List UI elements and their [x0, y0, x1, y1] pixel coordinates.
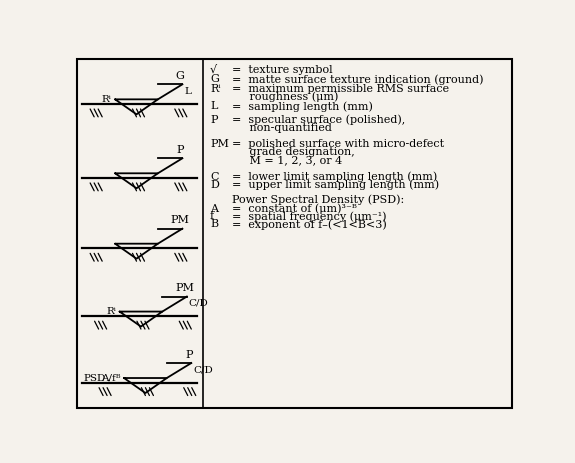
Text: =  upper limit sampling length (mm): = upper limit sampling length (mm): [232, 179, 439, 190]
Text: C/D: C/D: [189, 298, 208, 307]
Text: L: L: [184, 87, 191, 95]
Text: √: √: [210, 65, 217, 75]
Text: P: P: [177, 145, 184, 155]
Text: G: G: [210, 74, 219, 84]
Text: =  exponent of f–(<1<B<3): = exponent of f–(<1<B<3): [232, 219, 387, 229]
Text: PM: PM: [210, 139, 229, 149]
Text: G: G: [176, 71, 185, 81]
Text: PSD: PSD: [83, 373, 105, 382]
Text: P: P: [185, 349, 193, 359]
Text: =  polished surface with micro-defect: = polished surface with micro-defect: [232, 139, 444, 149]
Text: non-quantified: non-quantified: [232, 123, 332, 132]
Text: =  spatial frequency (μm⁻¹): = spatial frequency (μm⁻¹): [232, 211, 387, 221]
Text: Rⁱ: Rⁱ: [210, 83, 221, 94]
Text: =  maximum permissible RMS surface: = maximum permissible RMS surface: [232, 83, 450, 94]
Text: =  texture symbol: = texture symbol: [232, 65, 333, 75]
Text: =  specular surface (polished),: = specular surface (polished),: [232, 114, 405, 125]
Text: =  constant of (μm)³⁻ᴮ: = constant of (μm)³⁻ᴮ: [232, 203, 357, 213]
Text: =  sampling length (mm): = sampling length (mm): [232, 101, 373, 112]
Text: PM: PM: [175, 282, 194, 293]
Text: f: f: [210, 211, 214, 221]
Text: =  lower limit sampling length (mm): = lower limit sampling length (mm): [232, 171, 438, 182]
Text: grade designation,: grade designation,: [232, 147, 355, 157]
Text: M = 1, 2, 3, or 4: M = 1, 2, 3, or 4: [232, 155, 343, 165]
Text: A/fᴮ: A/fᴮ: [101, 373, 120, 382]
Text: Rⁱ: Rⁱ: [106, 307, 116, 316]
Text: C: C: [210, 172, 218, 182]
Text: C/D: C/D: [193, 365, 213, 374]
Text: A: A: [210, 203, 218, 213]
Text: L: L: [210, 101, 217, 111]
Text: Power Spectral Density (PSD):: Power Spectral Density (PSD):: [232, 194, 405, 204]
Text: Rⁱ: Rⁱ: [102, 95, 112, 104]
Text: roughness (μm): roughness (μm): [232, 91, 339, 101]
Text: B: B: [210, 219, 218, 229]
Text: D: D: [210, 180, 219, 190]
Text: PM: PM: [171, 215, 190, 225]
Text: P: P: [210, 115, 217, 125]
Text: =  matte surface texture indication (ground): = matte surface texture indication (grou…: [232, 74, 484, 84]
